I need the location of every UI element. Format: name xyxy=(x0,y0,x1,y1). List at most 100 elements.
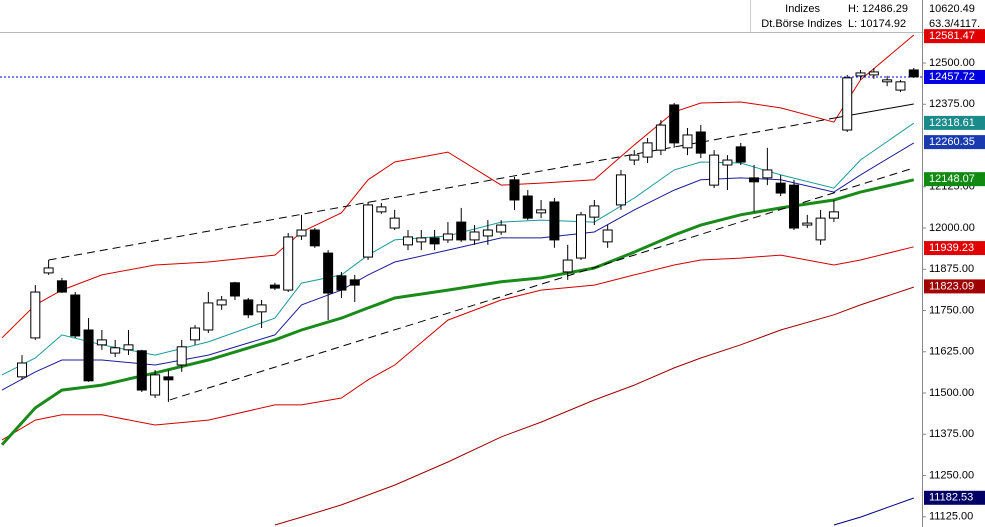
y-tick-label: 12375.00 xyxy=(929,98,975,110)
candle-body xyxy=(70,294,81,337)
price-tag xyxy=(924,115,985,130)
candle-body xyxy=(30,291,41,339)
y-tick-label: 11250.00 xyxy=(929,469,974,481)
price-tag-label: 12260.35 xyxy=(929,136,975,148)
candle-body xyxy=(216,299,227,306)
y-tick-label: 11750.00 xyxy=(929,304,974,316)
candle-body xyxy=(709,154,720,186)
candle-body xyxy=(376,206,387,213)
low: L: 10174.92 xyxy=(848,18,906,30)
candle-body xyxy=(589,205,600,218)
candle-body xyxy=(842,77,853,131)
price-tag-label: 11823.09 xyxy=(929,280,974,292)
candle-body xyxy=(176,346,187,366)
y-tick-label: 11875.00 xyxy=(929,263,974,275)
plot-area xyxy=(0,34,922,526)
y-tick-label: 12500.00 xyxy=(929,57,975,69)
candle-body xyxy=(868,71,879,76)
candle-body xyxy=(695,131,706,154)
candle-body xyxy=(96,339,107,346)
candle-body xyxy=(629,154,640,161)
candle-body xyxy=(482,229,493,237)
candle-body xyxy=(336,275,347,291)
price-tag-label: 12581.47 xyxy=(929,30,975,42)
candle-body xyxy=(682,134,693,149)
y-tick-label: 11125.00 xyxy=(929,511,973,523)
price-tag xyxy=(924,135,985,150)
candle-body xyxy=(283,236,294,291)
market: Indizes xyxy=(785,3,820,15)
y-tick-label: 11625.00 xyxy=(929,346,974,358)
indicator-line xyxy=(274,286,914,526)
candle-body xyxy=(389,217,400,229)
price-tag xyxy=(924,490,985,505)
candle-body xyxy=(602,229,613,243)
candle-body xyxy=(642,142,653,158)
price-tag xyxy=(924,29,985,44)
ratio: 63.3/4117. xyxy=(929,18,980,30)
candle-body xyxy=(669,104,680,144)
candle-body xyxy=(855,72,866,77)
candle-body xyxy=(655,124,666,151)
price-tag xyxy=(924,241,985,256)
y-tick-label: 11375.00 xyxy=(929,428,974,440)
candle-body xyxy=(762,169,773,179)
candle-body xyxy=(882,79,893,83)
exchange: Dt.Börse Indizes xyxy=(761,18,842,30)
candle-body xyxy=(229,282,240,297)
indicator-line xyxy=(1,34,915,339)
candle-body xyxy=(908,69,919,78)
candle-body xyxy=(536,209,547,214)
price-tag-label: 12318.61 xyxy=(929,117,975,129)
candle-body xyxy=(43,267,54,274)
candle-body xyxy=(735,146,746,163)
price-tag-label: 11182.53 xyxy=(929,492,973,504)
indicator-line xyxy=(1,246,914,441)
candle-body xyxy=(163,376,174,381)
candle-body xyxy=(775,182,786,194)
price-tag-label: 12148.07 xyxy=(929,173,975,185)
candle-body xyxy=(136,350,147,391)
candle-body xyxy=(788,184,799,229)
candle-body xyxy=(828,211,839,219)
candle-body xyxy=(549,201,560,241)
price-tag-label: 12457.72 xyxy=(929,71,975,83)
axis: 12500.0012375.0012125.0012000.0011875.00… xyxy=(922,29,985,523)
candle-body xyxy=(256,304,267,313)
candle-body xyxy=(722,159,733,166)
candle-body xyxy=(456,221,467,241)
price-tag xyxy=(924,279,985,294)
candle-body xyxy=(615,174,626,206)
candle-body xyxy=(269,284,280,289)
candle-body xyxy=(309,229,320,247)
candle-body xyxy=(123,344,134,351)
last-value: 10620.49 xyxy=(929,3,975,15)
candle-body xyxy=(363,204,374,258)
candle-body xyxy=(83,329,94,382)
candle-body xyxy=(56,280,67,293)
candle-body xyxy=(150,374,161,396)
candle-body xyxy=(562,259,573,273)
candle-body xyxy=(442,233,453,241)
candle-body xyxy=(522,195,533,219)
indicator-line xyxy=(833,497,914,526)
price-tag xyxy=(924,172,985,187)
y-tick-label: 12000.00 xyxy=(929,222,975,234)
candle-body xyxy=(17,362,27,378)
candle-body xyxy=(576,214,587,259)
candle-body xyxy=(815,217,826,241)
candle-body xyxy=(349,279,360,286)
y-tick-label: 11500.00 xyxy=(929,387,974,399)
candle-body xyxy=(243,299,254,316)
candle-body xyxy=(110,347,121,354)
candle-body xyxy=(895,81,906,91)
candle-body xyxy=(323,252,334,294)
candle-body xyxy=(402,236,413,246)
candle-body xyxy=(190,327,201,341)
candle-body xyxy=(416,237,427,243)
candle-body xyxy=(496,224,507,233)
candle-body xyxy=(749,177,760,183)
candle-body xyxy=(296,229,307,237)
